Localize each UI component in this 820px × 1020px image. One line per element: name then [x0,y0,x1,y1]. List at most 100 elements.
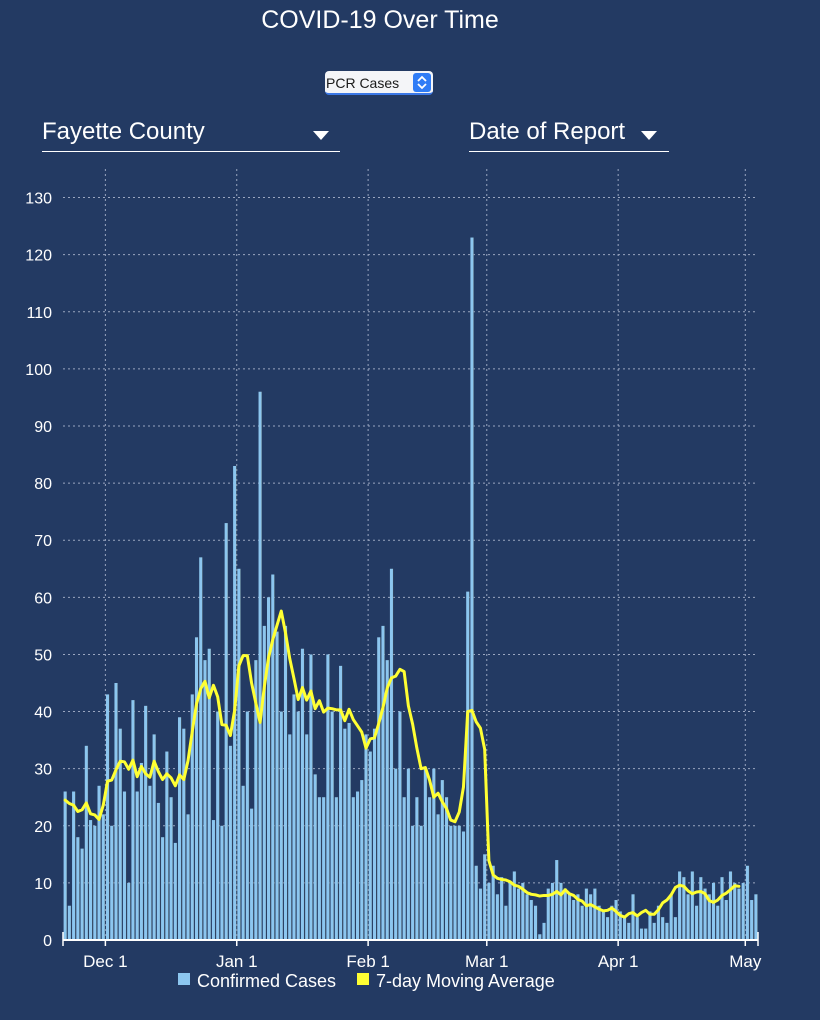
case-bar [72,791,76,940]
case-bar [279,711,283,940]
case-bar [305,734,309,940]
case-bar [495,894,499,940]
case-bar [542,922,546,940]
case-bar [258,391,262,940]
case-bar [690,871,694,940]
y-tick-label: 110 [26,305,52,322]
case-bar [122,791,126,940]
case-bar [262,625,266,940]
case-bar [517,888,521,940]
case-bar [406,768,410,940]
case-bar [228,745,232,940]
metric-select[interactable]: PCR Cases [325,71,433,95]
case-bar [101,814,105,940]
case-bar [491,865,495,940]
case-bar [169,797,173,940]
y-tick-label: 70 [34,533,52,550]
case-bar [199,557,203,940]
county-dropdown-caret-icon[interactable] [313,131,329,140]
case-bar [300,648,304,940]
case-bar [211,820,215,940]
case-bar [250,808,254,940]
case-bar [84,745,88,940]
case-bar [635,917,639,940]
case-bar [500,877,504,940]
y-tick-label: 130 [25,191,52,208]
case-bar [343,728,347,940]
case-bar [627,922,631,940]
case-bar [440,780,444,940]
case-bar [156,802,160,940]
case-bar [724,900,728,940]
case-bar [504,905,508,940]
case-bar [733,882,737,940]
case-bar [593,888,597,940]
case-bar [283,625,288,940]
case-bar [555,860,559,940]
case-bar [224,523,228,940]
case-bar [97,785,101,940]
case-bar [466,591,470,940]
case-bar [313,774,317,940]
case-bar [372,728,377,940]
moving-average-series [63,609,741,919]
case-bar [292,694,296,940]
x-tick-label: May [729,952,762,971]
county-dropdown[interactable]: Fayette County [42,118,340,152]
case-bar [508,882,512,940]
case-bar [127,882,131,940]
y-tick-label: 100 [25,362,52,379]
case-bar [601,911,605,940]
case-bar [754,894,758,940]
case-bar [351,797,355,940]
case-bar [135,791,139,940]
case-bar [699,877,703,940]
date-type-dropdown[interactable]: Date of Report [469,118,669,152]
case-bar [237,568,241,940]
case-bar [110,825,114,940]
case-bar [254,660,258,940]
y-tick-label: 90 [34,419,52,436]
case-bar [194,637,199,940]
x-tick-label: Feb 1 [346,952,389,971]
case-bar [93,825,97,940]
select-stepper-icon[interactable] [413,73,431,92]
case-bar [521,882,525,940]
case-bar [220,825,224,940]
case-bar [118,728,122,940]
page-title: COVID-19 Over Time [261,6,499,34]
case-bar [275,631,279,940]
case-bar [360,780,364,940]
case-bar [394,768,398,940]
case-bar [682,877,686,940]
legend-swatch-moving-average [357,973,369,985]
case-bar [368,751,372,940]
case-bar [512,871,516,940]
case-bar [614,900,618,940]
case-bar [529,900,533,940]
chart-axes: 0 10 20 30 40 50 60 70 80 90 100 110 120 130 Dec 1 Jan … [25,191,762,971]
case-bar [453,825,457,940]
case-bar [661,917,665,940]
case-bar [216,711,220,940]
date-type-dropdown-caret-icon[interactable] [641,131,657,140]
metric-select-value: PCR Cases [326,75,400,91]
case-bar [449,825,453,940]
case-bar [114,683,118,940]
case-bar [309,654,313,940]
case-bar [203,660,207,940]
case-bar [178,717,182,940]
case-bar [711,882,716,940]
county-dropdown-value: Fayette County [42,118,205,145]
case-bar [673,917,677,940]
case-bar [398,711,402,940]
case-bar [334,797,338,940]
case-bar [648,911,652,940]
case-bar [606,917,610,940]
case-bar [563,888,567,940]
case-bar [173,842,177,940]
case-bar [707,894,711,940]
case-bar [190,694,194,940]
case-bar [639,928,643,940]
case-bar [161,837,165,940]
